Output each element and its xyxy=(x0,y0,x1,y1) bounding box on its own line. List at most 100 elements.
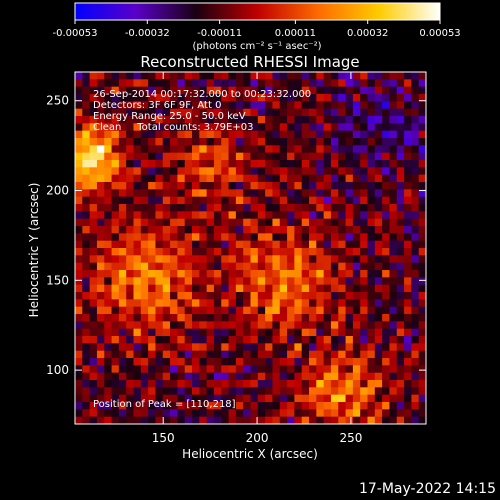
timestamp: 17-May-2022 14:15 xyxy=(358,481,496,497)
heatmap-pixel xyxy=(265,160,273,168)
heatmap-pixel xyxy=(257,152,266,161)
heatmap-pixel xyxy=(111,387,120,396)
heatmap-pixel xyxy=(133,123,142,132)
heatmap-pixel xyxy=(382,409,390,418)
heatmap-pixel xyxy=(301,262,310,271)
heatmap-pixel xyxy=(396,336,405,344)
heatmap-pixel xyxy=(330,211,339,220)
heatmap-pixel xyxy=(396,365,405,374)
heatmap-pixel xyxy=(396,314,405,322)
heatmap-pixel xyxy=(96,343,105,352)
heatmap-pixel xyxy=(374,240,383,249)
heatmap-pixel xyxy=(279,277,288,286)
heatmap-pixel xyxy=(396,350,405,359)
heatmap-pixel xyxy=(206,358,215,366)
heatmap-pixel xyxy=(221,72,229,80)
heatmap-pixel xyxy=(104,167,112,176)
heatmap-pixel xyxy=(309,145,317,154)
heatmap-pixel xyxy=(374,86,383,95)
heatmap-pixel xyxy=(323,387,332,396)
heatmap-pixel xyxy=(206,255,215,264)
heatmap-pixel xyxy=(111,182,120,190)
heatmap-pixel xyxy=(389,336,398,344)
heatmap-pixel xyxy=(228,394,237,403)
heatmap-pixel xyxy=(221,336,229,344)
heatmap-pixel xyxy=(213,101,222,110)
heatmap-pixel xyxy=(345,255,354,264)
heatmap-pixel xyxy=(287,189,295,198)
heatmap-pixel xyxy=(345,94,354,102)
heatmap-pixel xyxy=(265,240,273,249)
heatmap-pixel xyxy=(382,284,390,293)
heatmap-pixel xyxy=(221,218,229,227)
heatmap-pixel xyxy=(301,196,310,205)
heatmap-pixel xyxy=(352,277,361,286)
heatmap-pixel xyxy=(257,350,266,359)
heatmap-pixel xyxy=(316,306,325,315)
heatmap-pixel xyxy=(133,380,142,388)
heatmap-pixel xyxy=(360,72,368,80)
heatmap-pixel xyxy=(411,284,420,293)
heatmap-pixel xyxy=(133,365,142,374)
heatmap-pixel xyxy=(235,336,244,344)
heatmap-pixel xyxy=(89,416,98,425)
heatmap-pixel xyxy=(330,130,339,139)
heatmap-pixel xyxy=(75,182,83,190)
heatmap-pixel xyxy=(367,123,376,132)
heatmap-pixel xyxy=(418,174,427,183)
heatmap-pixel xyxy=(411,248,420,256)
heatmap-pixel xyxy=(111,204,120,212)
heatmap-pixel xyxy=(404,233,412,242)
heatmap-pixel xyxy=(162,174,171,183)
heatmap-pixel xyxy=(206,145,215,154)
heatmap-pixel xyxy=(82,350,91,359)
heatmap-pixel xyxy=(338,174,346,183)
heatmap-pixel xyxy=(170,145,178,154)
heatmap-pixel xyxy=(243,306,251,315)
heatmap-pixel xyxy=(96,328,105,337)
heatmap-pixel xyxy=(118,160,127,168)
heatmap-pixel xyxy=(411,116,420,124)
heatmap-pixel xyxy=(287,380,295,388)
heatmap-pixel xyxy=(418,233,427,242)
heatmap-pixel xyxy=(104,336,112,344)
heatmap-pixel xyxy=(243,262,251,271)
heatmap-pixel xyxy=(294,86,303,95)
heatmap-pixel xyxy=(374,321,383,330)
heatmap-pixel xyxy=(404,116,412,124)
observation-annotations: 26-Sep-2014 00:17:32.000 to 00:23:32.000… xyxy=(93,89,311,133)
heatmap-pixel xyxy=(155,306,164,315)
heatmap-pixel xyxy=(360,409,368,418)
heatmap-pixel xyxy=(228,314,237,322)
heatmap-pixel xyxy=(82,409,91,418)
heatmap-pixel xyxy=(360,402,368,410)
heatmap-pixel xyxy=(309,365,317,374)
heatmap-pixel xyxy=(360,350,368,359)
heatmap-pixel xyxy=(75,306,83,315)
heatmap-pixel xyxy=(206,284,215,293)
heatmap-pixel xyxy=(126,248,134,256)
heatmap-pixel xyxy=(184,394,193,403)
heatmap-pixel xyxy=(126,86,134,95)
heatmap-pixel xyxy=(118,255,127,264)
heatmap-pixel xyxy=(133,182,142,190)
heatmap-pixel xyxy=(265,218,273,227)
heatmap-pixel xyxy=(148,402,156,410)
heatmap-pixel xyxy=(294,226,303,234)
heatmap-pixel xyxy=(199,240,208,249)
heatmap-pixel xyxy=(309,306,317,315)
heatmap-pixel xyxy=(389,101,398,110)
heatmap-pixel xyxy=(323,365,332,374)
heatmap-pixel xyxy=(301,314,310,322)
heatmap-pixel xyxy=(345,336,354,344)
heatmap-pixel xyxy=(206,350,215,359)
heatmap-pixel xyxy=(389,138,398,146)
heatmap-pixel xyxy=(221,350,229,359)
heatmap-pixel xyxy=(338,314,346,322)
heatmap-pixel xyxy=(213,380,222,388)
heatmap-pixel xyxy=(330,160,339,168)
heatmap-pixel xyxy=(279,145,288,154)
heatmap-pixel xyxy=(367,86,376,95)
heatmap-pixel xyxy=(250,108,259,117)
heatmap-pixel xyxy=(330,123,339,132)
